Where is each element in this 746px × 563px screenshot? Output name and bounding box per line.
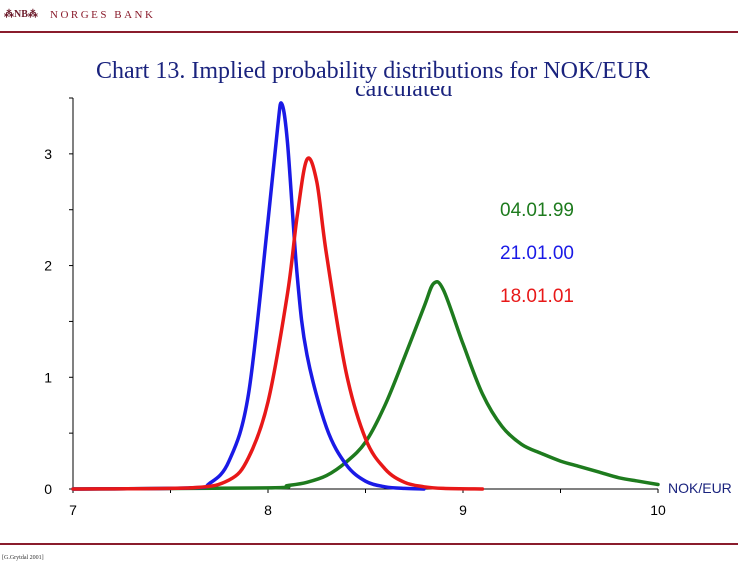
norges-bank-logo: ⁂NB⁂ — [4, 9, 38, 20]
x-tick-label: 8 — [264, 502, 272, 518]
header-divider — [0, 31, 738, 33]
series-line-04-01-99 — [71, 279, 660, 491]
legend-entry: 18.01.01 — [500, 286, 574, 307]
legend-entry: 21.01.00 — [500, 243, 574, 264]
y-tick-label: 2 — [44, 258, 52, 274]
series-line-21-01-00 — [71, 101, 426, 491]
y-tick-label: 3 — [44, 146, 52, 162]
y-tick-label: 0 — [44, 481, 52, 497]
header-bar: ⁂NB⁂ NORGES BANK — [0, 0, 746, 34]
legend-entry: 04.01.99 — [500, 200, 574, 221]
x-tick-label: 7 — [69, 502, 77, 518]
chart-series — [71, 101, 660, 491]
chart-subtitle-text: calculated — [355, 86, 453, 100]
logo-text: NB — [14, 9, 28, 20]
x-tick-label: 9 — [459, 502, 467, 518]
footer-note: [G.Grytdal 2001] — [2, 555, 44, 561]
chart-subtitle-fragment: calculated — [355, 86, 485, 100]
x-tick-label: 10 — [650, 502, 666, 518]
y-tick-label: 1 — [44, 369, 52, 385]
x-axis-label: NOK/EUR — [668, 480, 732, 496]
series-line-18-01-01 — [71, 156, 485, 491]
chart-title: Chart 13. Implied probability distributi… — [96, 58, 650, 84]
chart-legend: 04.01.99 21.01.00 18.01.01 — [500, 200, 574, 307]
footer-divider — [0, 543, 738, 545]
bank-name: NORGES BANK — [50, 9, 156, 21]
